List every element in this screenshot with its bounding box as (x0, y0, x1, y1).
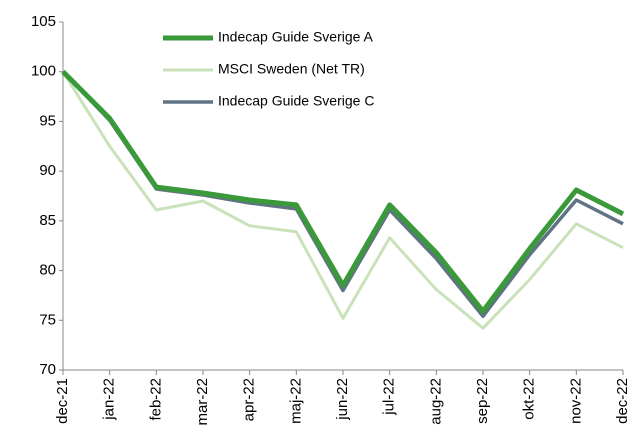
x-tick-label: jan-22 (101, 378, 118, 421)
legend-label: MSCI Sweden (Net TR) (218, 61, 365, 77)
y-tick-label: 105 (31, 13, 56, 30)
y-tick-label: 100 (31, 63, 56, 80)
x-tick-label: okt-22 (521, 378, 538, 420)
y-tick-label: 70 (39, 361, 56, 378)
x-tick-label: sep-22 (474, 378, 491, 424)
y-tick-label: 90 (39, 162, 56, 179)
x-tick-label: jul-22 (381, 378, 398, 416)
x-tick-label: apr-22 (241, 378, 258, 421)
legend-label: Indecap Guide Sverige C (218, 93, 374, 109)
x-tick-label: maj-22 (287, 378, 304, 424)
x-tick-label: jun-22 (334, 378, 351, 421)
legend-label: Indecap Guide Sverige A (218, 29, 374, 45)
x-tick-label: feb-22 (147, 378, 164, 421)
x-tick-label: aug-22 (427, 378, 444, 425)
series-line (61, 69, 625, 314)
x-tick-label: mar-22 (194, 378, 211, 426)
series-line (61, 70, 624, 330)
x-tick-label: dec-22 (614, 378, 630, 424)
y-tick-label: 75 (39, 311, 56, 328)
y-tick-label: 95 (39, 112, 56, 129)
x-tick-label: nov-22 (567, 378, 584, 424)
y-tick-label: 85 (39, 212, 56, 229)
y-tick-label: 80 (39, 262, 56, 279)
x-tick-label: dec-21 (54, 378, 71, 424)
